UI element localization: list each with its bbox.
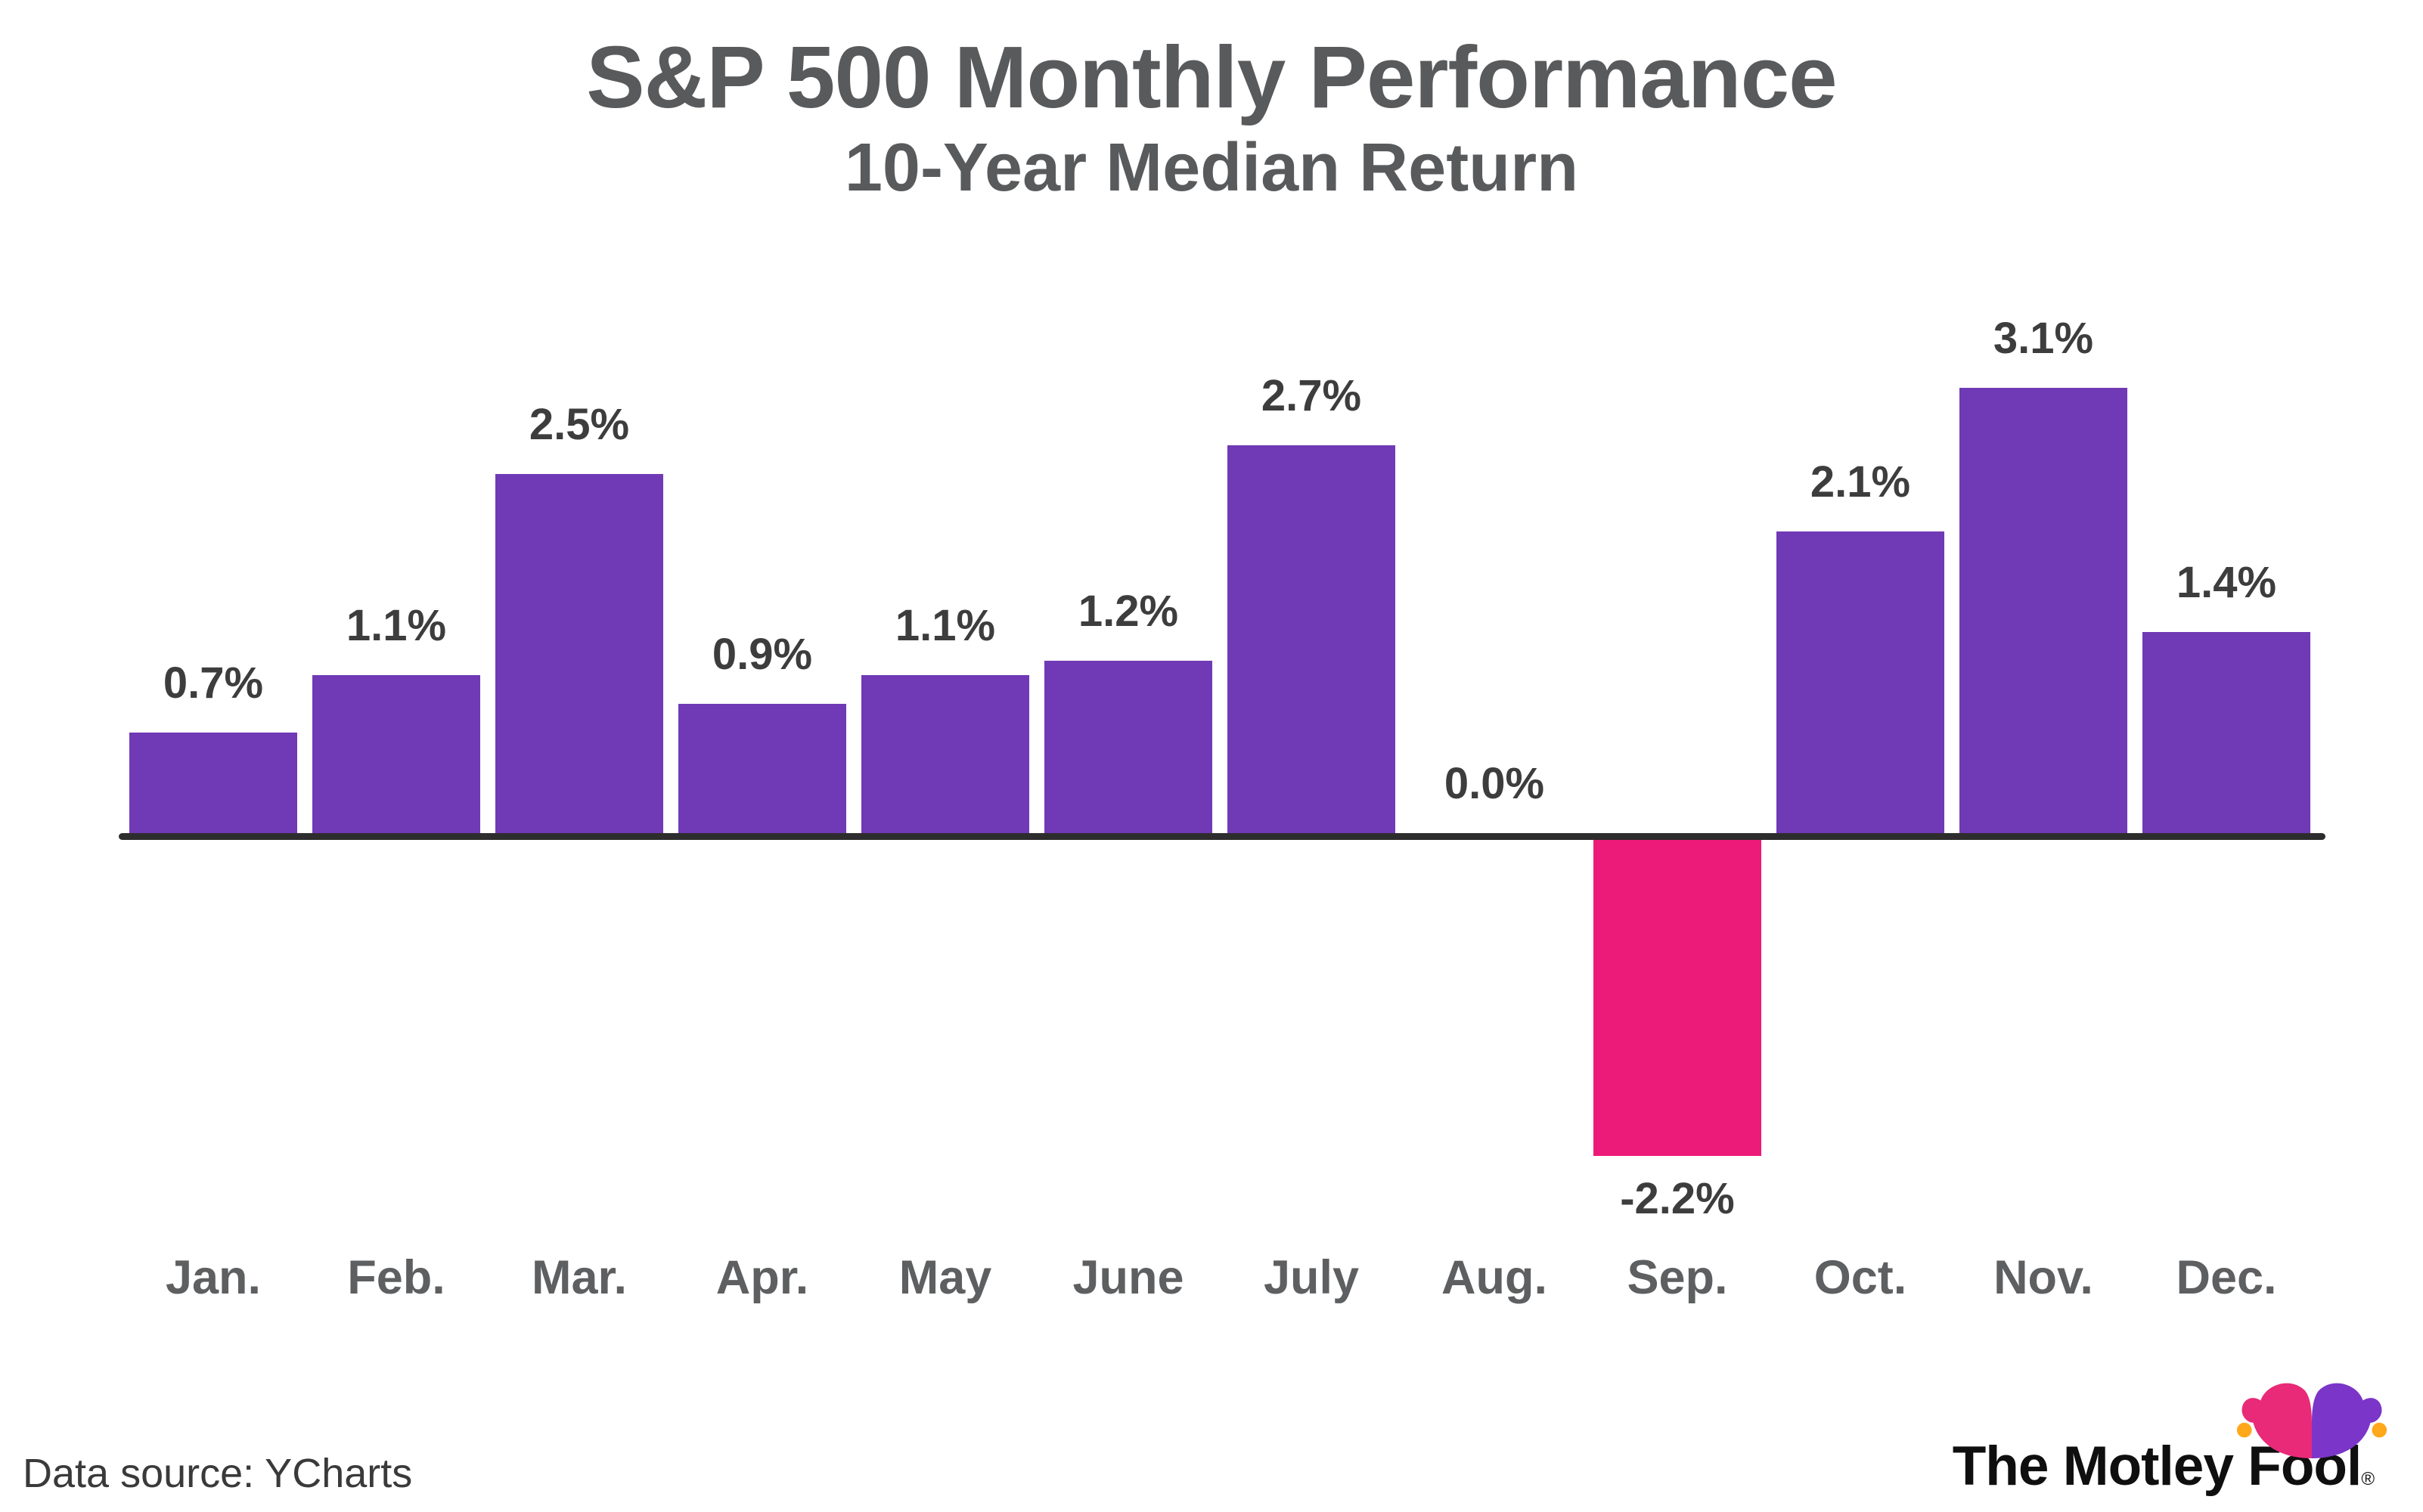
- chart-subtitle: 10-Year Median Return: [844, 130, 1579, 206]
- value-label-mar: 2.5%: [529, 400, 630, 449]
- value-label-nov: 3.1%: [1993, 314, 2094, 363]
- x-tick-june: June: [1072, 1251, 1184, 1304]
- value-label-july: 2.7%: [1261, 371, 1362, 420]
- bar-apr: [678, 704, 846, 833]
- x-axis-line: [119, 833, 2325, 840]
- x-tick-sep: Sep.: [1627, 1251, 1728, 1304]
- value-label-sep: -2.2%: [1620, 1174, 1735, 1223]
- x-tick-jan: Jan.: [165, 1251, 262, 1304]
- bar-feb: [312, 675, 480, 833]
- jester-hat-ball-right: [2372, 1422, 2387, 1438]
- value-label-aug: 0.0%: [1444, 759, 1545, 808]
- motley-fool-logo: The Motley Fool®: [1953, 1383, 2387, 1498]
- value-label-apr: 0.9%: [712, 630, 813, 679]
- bar-sep: [1593, 840, 1761, 1156]
- bar-jan: [129, 733, 297, 833]
- x-tick-aug: Aug.: [1441, 1251, 1547, 1304]
- value-label-feb: 1.1%: [346, 601, 447, 650]
- bar-may: [861, 675, 1029, 833]
- bar-dec: [2142, 632, 2310, 833]
- x-tick-may: May: [898, 1251, 992, 1304]
- value-label-oct: 2.1%: [1810, 457, 1911, 507]
- bar-june: [1044, 661, 1212, 833]
- bar-nov: [1959, 388, 2127, 833]
- x-tick-oct: Oct.: [1813, 1251, 1907, 1304]
- x-tick-july: July: [1263, 1251, 1360, 1304]
- x-tick-nov: Nov.: [1993, 1251, 2093, 1304]
- x-tick-mar: Mar.: [531, 1251, 628, 1304]
- jester-hat-icon: [2236, 1383, 2387, 1458]
- x-tick-feb: Feb.: [347, 1251, 445, 1304]
- bar-july: [1227, 445, 1395, 833]
- x-tick-dec: Dec.: [2176, 1251, 2277, 1304]
- jester-hat-ball-left: [2236, 1422, 2252, 1438]
- value-label-june: 1.2%: [1078, 587, 1179, 636]
- value-label-dec: 1.4%: [2176, 558, 2277, 607]
- jester-hat-lobe-left: [2242, 1383, 2312, 1458]
- jester-hat-lobe-right: [2312, 1383, 2382, 1458]
- registered-mark: ®: [2361, 1469, 2375, 1489]
- chart-header: S&P 500 Monthly Performance 10-Year Medi…: [0, 23, 2423, 204]
- x-tick-apr: Apr.: [715, 1251, 809, 1304]
- bar-oct: [1776, 531, 1944, 833]
- bar-chart: 0.7% Jan. 1.1% Feb. 2.5% Mar. 0.9% Apr. 1.1% May 1…: [119, 0, 2325, 1512]
- bar-mar: [495, 474, 663, 833]
- value-label-may: 1.1%: [895, 601, 996, 650]
- chart-title: S&P 500 Monthly Performance: [586, 28, 1837, 126]
- value-label-jan: 0.7%: [163, 658, 264, 708]
- data-source-note: Data source: YCharts: [23, 1451, 413, 1496]
